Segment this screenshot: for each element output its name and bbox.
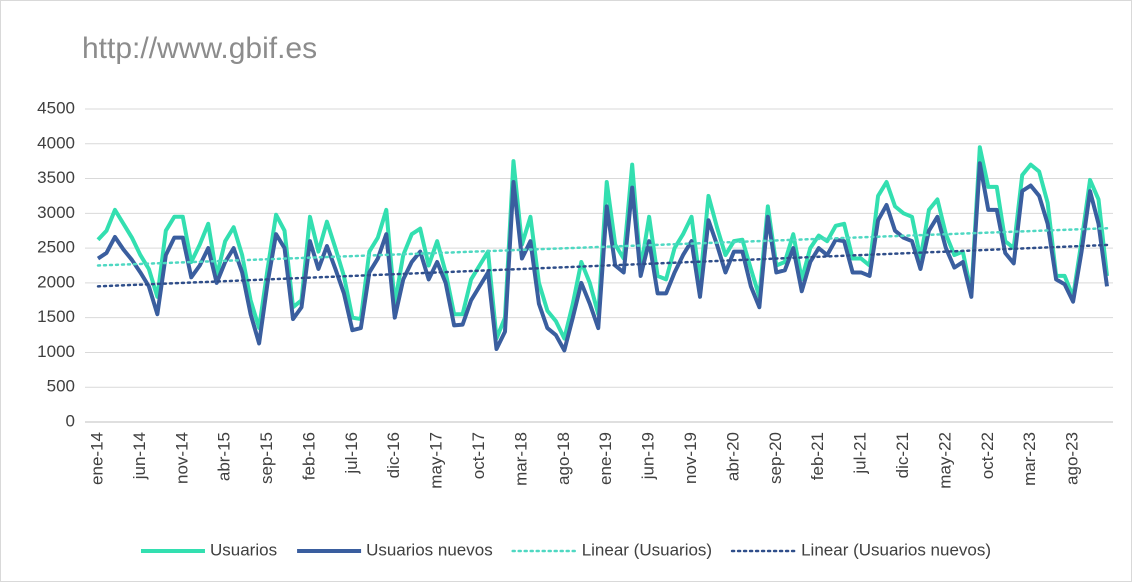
y-tick-label: 4500: [37, 98, 75, 117]
y-tick-label: 3000: [37, 203, 75, 222]
x-tick-label: abr-15: [215, 432, 234, 481]
legend-item: Usuarios nuevos: [297, 540, 493, 559]
x-tick-label: mar-23: [1020, 432, 1039, 486]
y-tick-label: 1500: [37, 307, 75, 326]
x-tick-label: dic-16: [384, 432, 403, 478]
y-tick-label: 0: [66, 411, 75, 430]
y-tick-label: 4000: [37, 133, 75, 152]
x-tick-label: feb-21: [808, 432, 827, 480]
series-line: [96, 243, 1109, 288]
x-tick-label: ago-18: [554, 432, 573, 485]
x-tick-label: abr-20: [723, 432, 742, 481]
x-tick-label: jul-21: [851, 432, 870, 475]
legend-item: Usuarios: [140, 540, 277, 559]
legend-label: Usuarios: [210, 540, 277, 559]
legend: Usuarios Usuarios nuevos Linear (Usuarios)…: [140, 540, 991, 559]
x-tick-label: nov-14: [172, 432, 191, 484]
chart-title: http://www.gbif.es: [82, 32, 317, 65]
series-line: [96, 227, 1109, 267]
y-tick-label: 500: [47, 377, 75, 396]
x-tick-label: ene-14: [87, 432, 106, 485]
legend-label: Usuarios nuevos: [366, 540, 493, 559]
plot-lines: [96, 145, 1109, 353]
x-tick-label: may-17: [427, 432, 446, 489]
x-tick-label: jun-14: [130, 432, 149, 480]
x-tick-label: nov-19: [681, 432, 700, 484]
legend-label: Linear (Usuarios nuevos): [801, 540, 991, 559]
x-tick-label: sep-15: [257, 432, 276, 484]
x-tick-label: jul-16: [342, 432, 361, 475]
legend-item: Linear (Usuarios): [511, 540, 712, 559]
x-tick-label: feb-16: [299, 432, 318, 480]
x-tick-label: ago-23: [1063, 432, 1082, 485]
y-tick-label: 2500: [37, 238, 75, 257]
y-tick-label: 2000: [37, 272, 75, 291]
x-tick-label: jun-19: [639, 432, 658, 480]
x-tick-label: sep-20: [766, 432, 785, 484]
x-tick-label: oct-22: [978, 432, 997, 479]
y-tick-label: 1000: [37, 342, 75, 361]
x-tick-label: may-22: [935, 432, 954, 489]
grid: 0 500 1000 1500 2000 2500 3000 3500 4000 4500 ene-…: [37, 98, 1113, 489]
legend-item: Linear (Usuarios nuevos): [730, 540, 991, 559]
x-tick-label: ene-19: [596, 432, 615, 485]
legend-label: Linear (Usuarios): [582, 540, 712, 559]
x-tick-label: dic-21: [893, 432, 912, 478]
x-tick-label: mar-18: [511, 432, 530, 486]
y-tick-label: 3500: [37, 168, 75, 187]
x-tick-label: oct-17: [469, 432, 488, 479]
series-line: [96, 161, 1109, 353]
